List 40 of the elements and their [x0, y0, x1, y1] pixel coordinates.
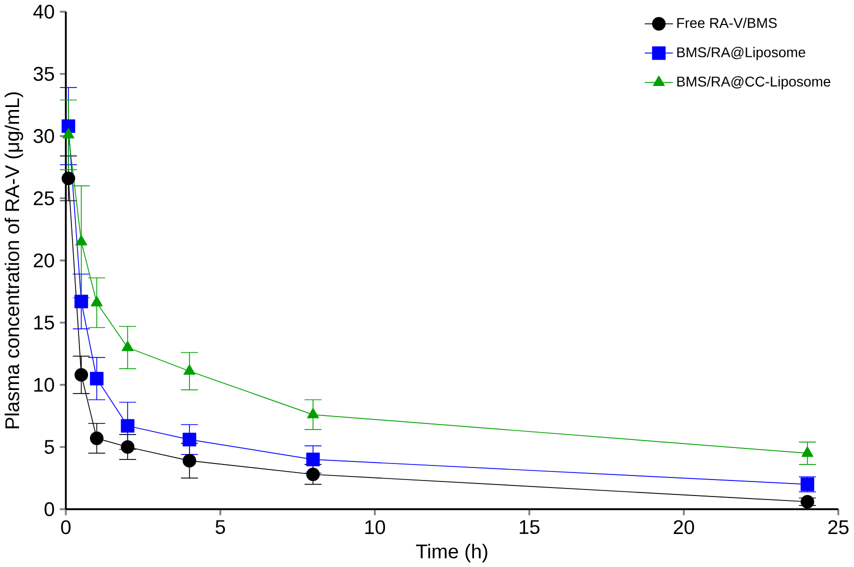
y-axis-title: Plasma concentration of RA-V (μg/mL): [4, 92, 24, 428]
point: [306, 452, 320, 466]
point: [62, 119, 76, 133]
point: [90, 372, 104, 386]
point: [122, 340, 134, 352]
point: [90, 296, 103, 306]
point: [307, 408, 319, 418]
x-tick-label: 20: [674, 520, 694, 534]
x-tick-label: 25: [828, 520, 848, 534]
point: [182, 454, 196, 468]
y-tick-label: 0: [44, 502, 54, 516]
legend-label: Free RA-V/BMS: [677, 18, 777, 28]
y-tick-label: 10: [34, 378, 54, 392]
y-tick-label: 30: [34, 129, 54, 144]
y-tick-label: 15: [34, 316, 54, 330]
point: [184, 364, 196, 375]
legend-label: BMS/RA@Liposome: [677, 46, 806, 60]
point: [62, 128, 74, 138]
y-tick-label: 5: [44, 440, 54, 454]
x-tick-label: 15: [520, 520, 540, 534]
point: [801, 446, 814, 457]
point: [182, 432, 196, 446]
point: [74, 368, 88, 382]
point: [62, 172, 76, 186]
point: [75, 235, 88, 246]
y-tick-label: 25: [34, 191, 54, 206]
point: [90, 432, 104, 446]
legend-label: BMS/RA@CC-Liposome: [677, 76, 830, 90]
x-tick-label: 0: [61, 520, 71, 534]
point: [306, 468, 320, 482]
point: [120, 419, 134, 433]
x-tick-label: 5: [216, 520, 225, 534]
x-tick-label: 10: [365, 520, 386, 534]
y-tick-label: 20: [34, 253, 54, 268]
x-axis-title: Time (h): [416, 544, 488, 562]
point: [800, 494, 814, 508]
point: [120, 440, 134, 454]
point: [74, 294, 88, 308]
y-tick-label: 40: [33, 4, 54, 19]
y-tick-label: 35: [34, 66, 54, 81]
